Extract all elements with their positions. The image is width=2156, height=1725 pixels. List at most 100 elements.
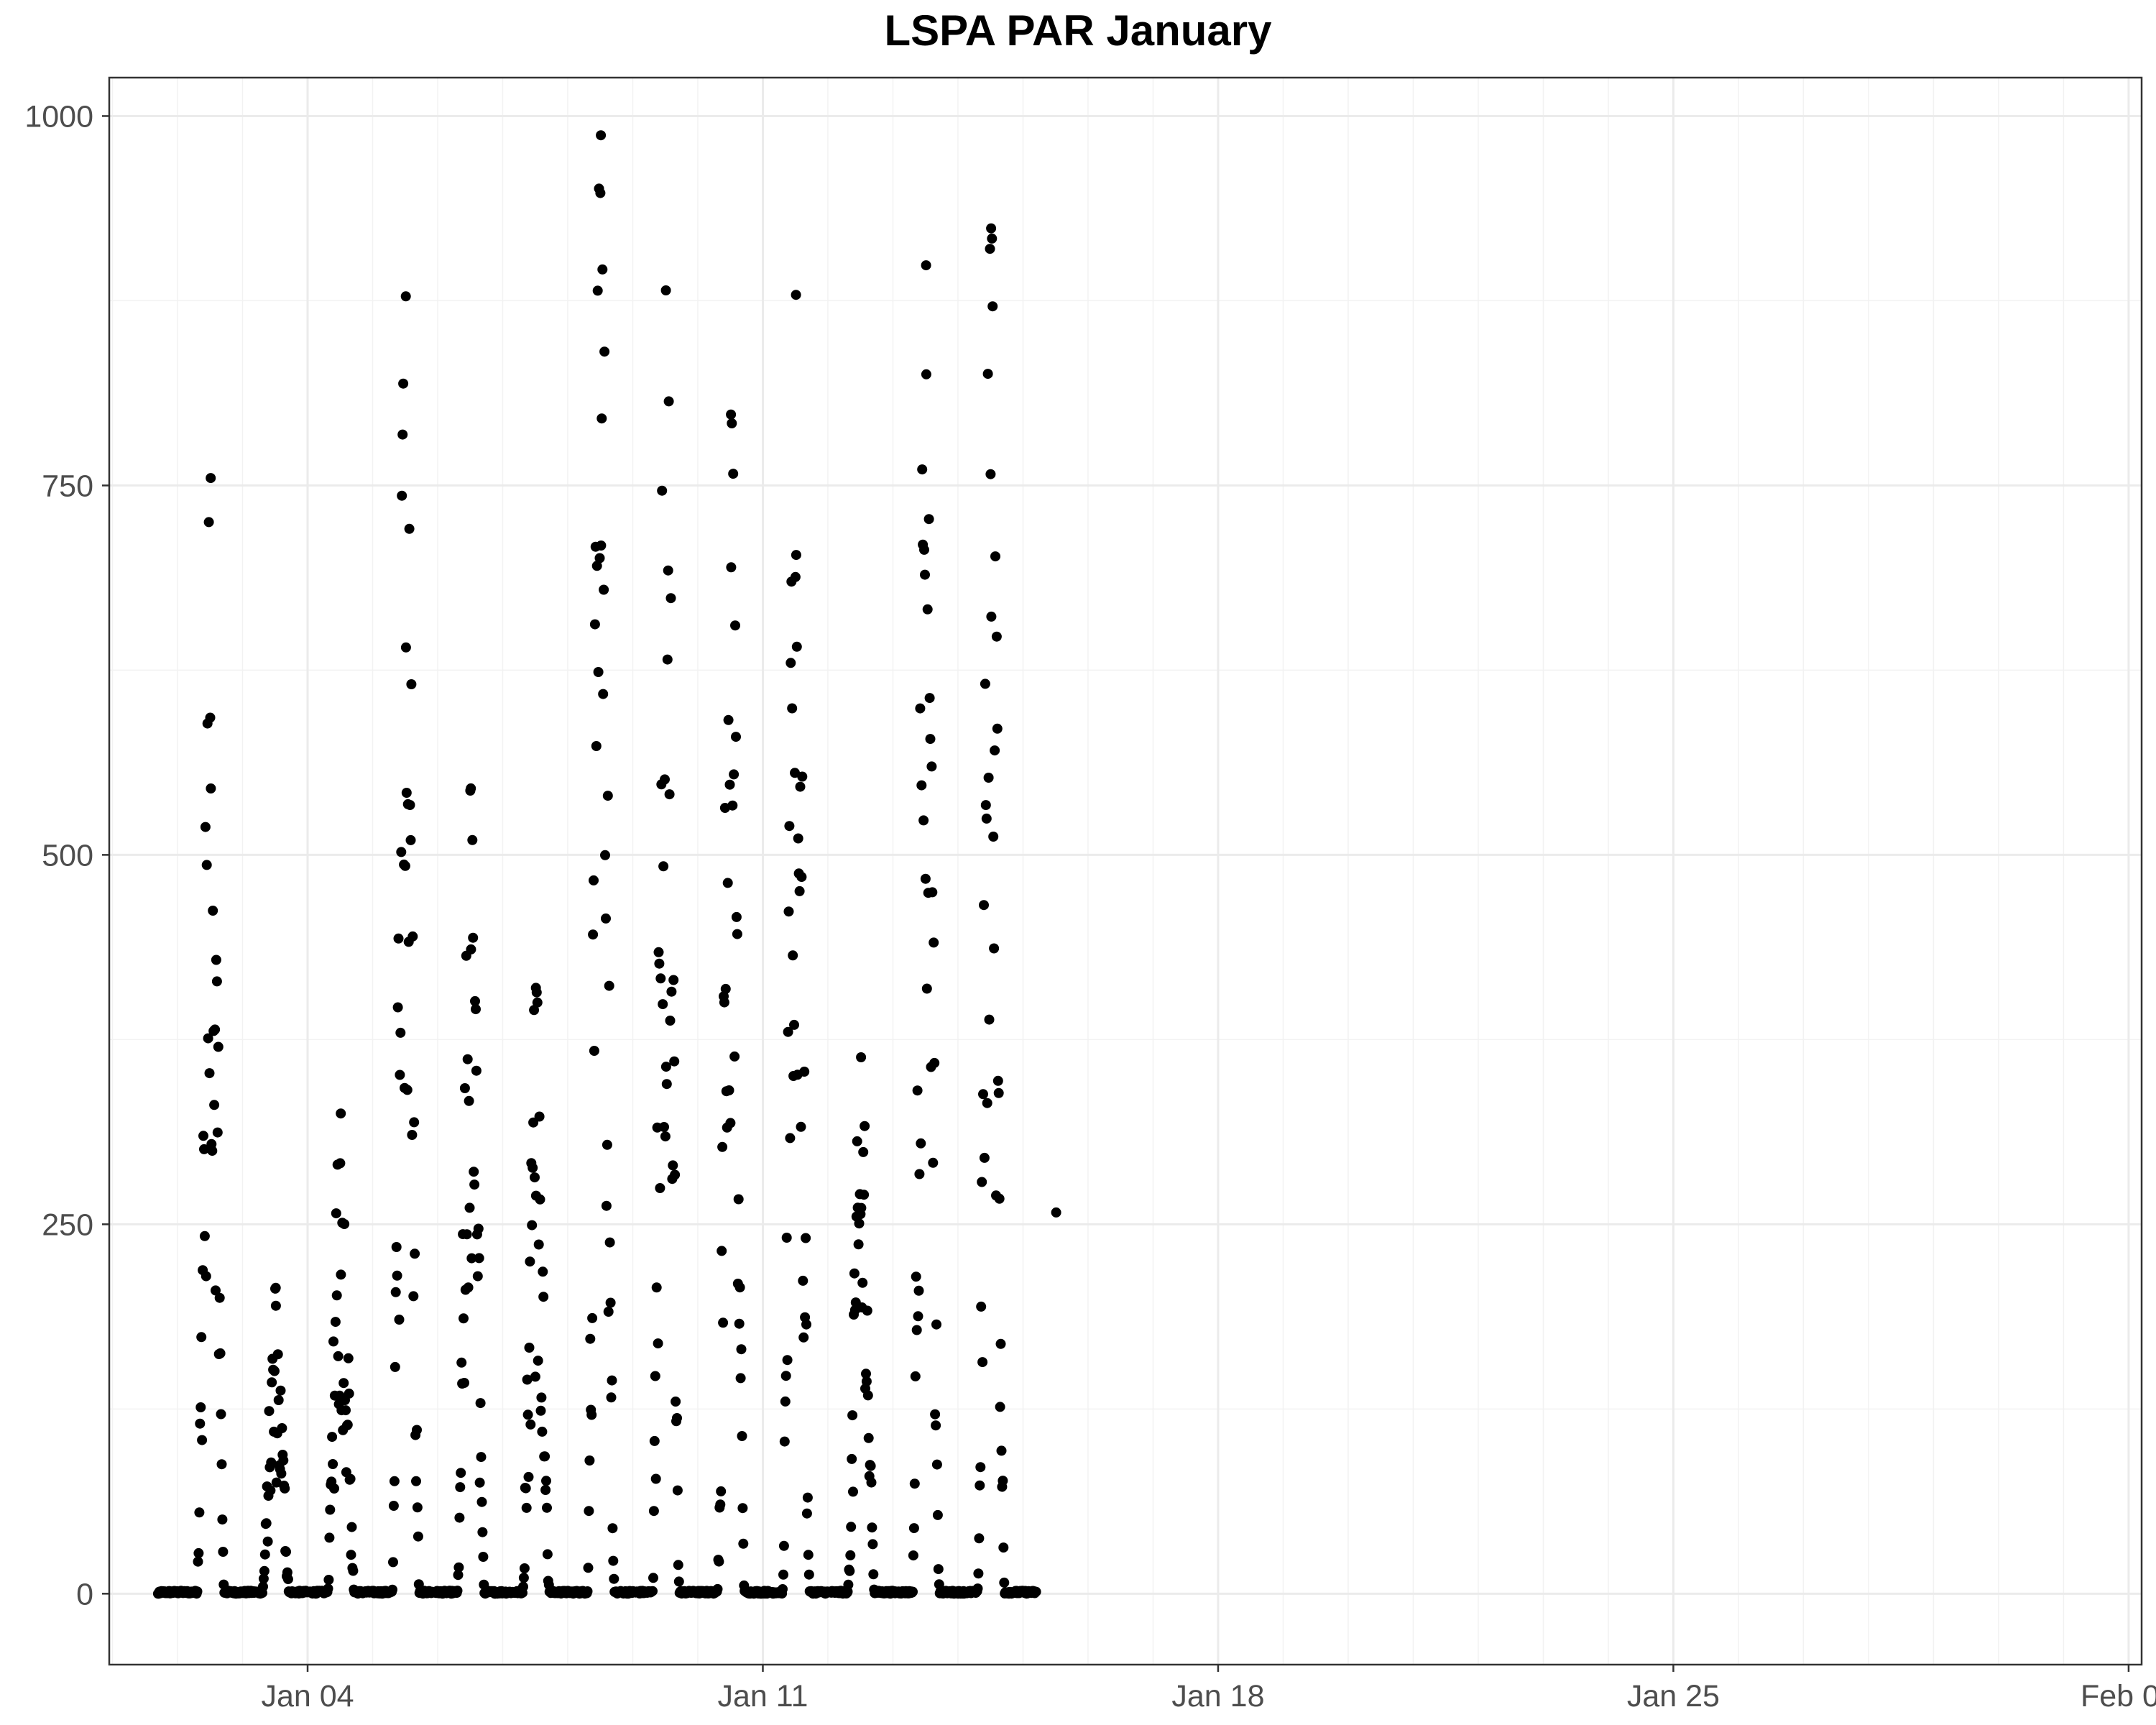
data-point — [407, 1130, 418, 1140]
y-tick-label: 1000 — [24, 99, 93, 134]
data-point — [596, 540, 607, 551]
data-point — [791, 550, 801, 561]
data-point — [211, 976, 222, 987]
data-point — [715, 1499, 726, 1510]
data-point — [582, 1586, 593, 1596]
data-point — [931, 1319, 941, 1330]
data-point — [345, 1473, 356, 1484]
data-point — [663, 565, 673, 576]
y-tick-label: 750 — [42, 469, 93, 503]
data-point — [801, 1508, 812, 1519]
data-point — [727, 800, 738, 811]
data-point — [346, 1522, 357, 1532]
data-point — [931, 1420, 941, 1431]
data-point — [596, 413, 607, 424]
data-point — [659, 1122, 669, 1132]
data-point — [404, 523, 415, 534]
data-point — [474, 1477, 485, 1488]
data-point — [664, 789, 675, 800]
data-point — [984, 1014, 995, 1025]
data-point — [333, 1351, 344, 1361]
data-point — [599, 346, 610, 357]
data-point — [336, 1269, 346, 1280]
data-point — [265, 1485, 276, 1496]
peak-point — [206, 473, 216, 484]
data-point — [977, 1177, 987, 1187]
data-point — [593, 667, 604, 677]
data-point — [537, 1426, 548, 1437]
data-point — [981, 813, 992, 824]
data-point — [651, 1282, 662, 1293]
grid-layer — [109, 78, 2142, 1665]
data-point — [854, 1218, 865, 1229]
data-point — [324, 1532, 335, 1543]
data-point — [586, 1409, 597, 1420]
data-point — [388, 1501, 399, 1511]
data-point — [584, 1506, 594, 1517]
data-point — [648, 1506, 659, 1517]
data-point — [194, 1507, 205, 1518]
data-point — [398, 378, 409, 389]
data-point — [328, 1459, 338, 1469]
data-point — [921, 983, 932, 994]
data-point — [1031, 1586, 1041, 1597]
data-point — [987, 233, 998, 244]
data-point — [607, 1523, 618, 1534]
peak-point — [270, 1282, 281, 1293]
data-point — [338, 1378, 349, 1389]
data-point — [729, 769, 740, 780]
data-point — [853, 1239, 864, 1250]
data-point — [925, 734, 936, 745]
data-point — [600, 850, 610, 860]
data-point — [717, 1141, 728, 1152]
data-point — [459, 1378, 469, 1388]
data-point — [863, 1432, 874, 1443]
data-point — [607, 1375, 617, 1386]
data-point — [785, 1133, 796, 1144]
data-point — [471, 1004, 481, 1015]
data-point — [801, 1233, 811, 1243]
data-point — [657, 485, 668, 496]
data-point — [844, 1565, 855, 1576]
data-point — [929, 1057, 940, 1068]
data-point — [402, 1085, 413, 1095]
data-point — [533, 1239, 544, 1250]
data-point — [601, 913, 611, 924]
data-point — [456, 1357, 467, 1368]
data-point — [848, 1486, 858, 1497]
data-point — [726, 562, 737, 573]
data-point — [931, 1459, 942, 1470]
data-point — [998, 1542, 1009, 1553]
data-point — [195, 1418, 206, 1429]
data-point — [275, 1385, 286, 1396]
data-point — [724, 779, 735, 790]
data-point — [972, 1583, 983, 1594]
data-point — [400, 860, 410, 871]
data-point — [995, 1402, 1005, 1412]
data-point — [267, 1377, 277, 1388]
data-point — [392, 1270, 402, 1281]
data-point — [791, 641, 802, 652]
data-point — [718, 1317, 729, 1328]
data-point — [473, 1223, 484, 1234]
data-point — [476, 1496, 487, 1507]
data-point — [728, 469, 739, 479]
data-point — [405, 800, 415, 810]
data-point — [787, 703, 798, 714]
data-point — [731, 732, 741, 742]
data-point — [666, 986, 677, 997]
data-point — [908, 1586, 918, 1597]
peak-point — [791, 290, 801, 300]
data-point — [325, 1504, 336, 1515]
x-tick-label: Feb 01 — [2081, 1679, 2156, 1714]
data-point — [865, 1460, 876, 1471]
data-point — [215, 1348, 226, 1358]
data-point — [211, 1285, 221, 1296]
data-point — [783, 1026, 793, 1037]
data-point — [928, 1157, 939, 1168]
data-point — [594, 553, 605, 564]
data-point — [847, 1453, 857, 1464]
data-point — [735, 1373, 746, 1384]
data-point — [913, 1285, 924, 1296]
